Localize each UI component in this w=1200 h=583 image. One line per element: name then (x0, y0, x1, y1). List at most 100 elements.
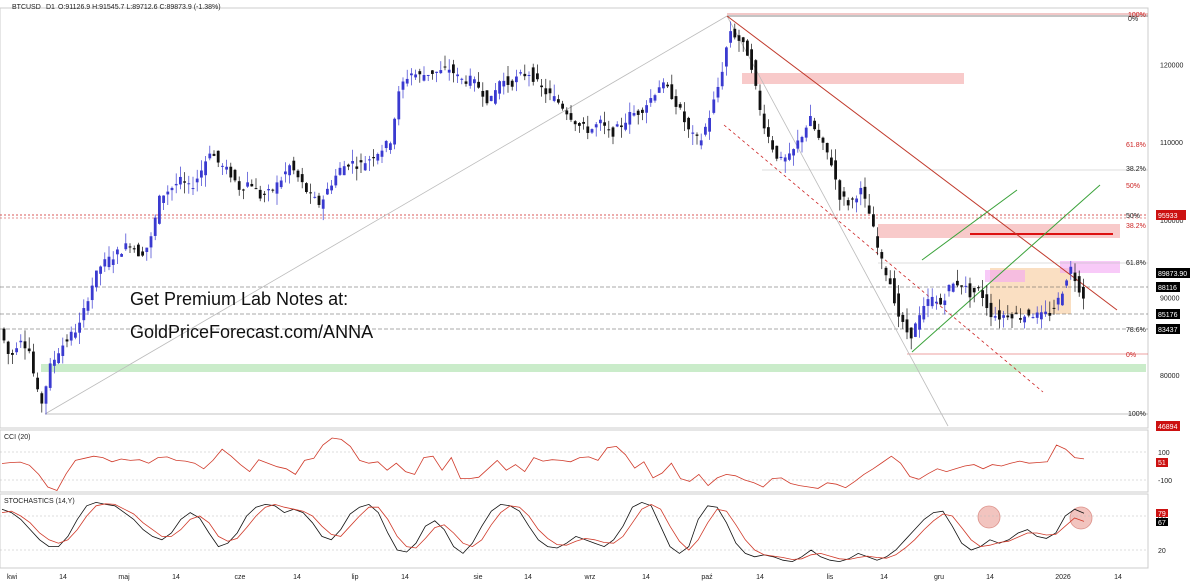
long-trendline (44, 15, 728, 415)
candle-body (11, 352, 14, 355)
x-tick-label-16: gru (934, 574, 944, 581)
candle-body (809, 116, 812, 127)
candle-body (384, 140, 388, 149)
cci-level-minus100-label: -100 (1158, 478, 1172, 485)
candle-body (939, 297, 942, 305)
candle-body (653, 95, 657, 101)
candle-body (158, 195, 161, 224)
candle-body (519, 72, 522, 74)
candle-body (128, 246, 132, 248)
main-panel-frame (0, 7, 1149, 429)
candle-body (32, 351, 35, 374)
candle-body (1044, 311, 1047, 314)
candle-body (603, 122, 606, 126)
candle-body (523, 73, 527, 77)
candle-body (817, 129, 821, 138)
candle-body (1002, 315, 1005, 318)
candle-body (284, 171, 287, 175)
candle-body (804, 127, 808, 138)
candle-body (355, 166, 359, 169)
candle-body (552, 96, 556, 101)
candle-body (771, 140, 774, 150)
candle-body (897, 293, 900, 317)
candle-body (960, 285, 963, 287)
candle-body (704, 126, 707, 135)
candle-body (86, 301, 90, 311)
candle-body (905, 319, 909, 333)
candle-body (195, 178, 199, 183)
candle-body (767, 127, 770, 137)
badge-46894 (1156, 421, 1180, 431)
candle-body (342, 166, 346, 176)
candle-body (405, 78, 409, 84)
candle-body (95, 270, 98, 288)
candle-body (414, 74, 417, 78)
y-axis-ticks: 80000 90000 100000 110000 120000 (1160, 62, 1183, 380)
support-zone (41, 364, 1146, 372)
candle-body (930, 296, 934, 307)
decline-fan-line (726, 15, 949, 427)
badge-89873-text: 89873.90 (1158, 271, 1187, 278)
candle-body (506, 76, 510, 85)
candle-body (74, 332, 77, 338)
badge-89873 (1156, 268, 1190, 278)
y-tick-label-4: 120000 (1160, 62, 1183, 69)
candle-body (477, 81, 480, 88)
candle-body (762, 113, 766, 129)
candle-body (914, 323, 917, 337)
candle-body (99, 266, 102, 274)
candle-body (216, 150, 220, 163)
x-axis-ticks: kwi 14 maj 14 cze 14 lip 14 sie 14 wrz 14 paź 14 lis 14… (7, 574, 1122, 581)
candle-body (851, 198, 854, 200)
y-tick-label-0: 80000 (1160, 373, 1180, 380)
candle-body (468, 75, 472, 86)
stochastic-k-line (1, 501, 1085, 563)
candle-body (431, 70, 434, 74)
candle-body (557, 99, 560, 103)
candle-body (951, 283, 955, 292)
candle-body (494, 90, 497, 104)
candle-body (229, 166, 233, 178)
candle-body (783, 157, 787, 162)
candle-body (683, 111, 686, 123)
candle-body (6, 341, 10, 354)
candle-body (956, 280, 959, 286)
candle-body (246, 182, 249, 187)
x-tick-label-11: 14 (642, 574, 650, 581)
candle-body (2, 328, 6, 341)
x-tick-label-5: 14 (293, 574, 301, 581)
candle-body (212, 153, 216, 156)
candle-body (90, 285, 94, 301)
candle-body (859, 187, 863, 195)
candle-body (548, 88, 552, 94)
candle-body (120, 253, 123, 257)
candle-body (943, 300, 947, 306)
candle-body (69, 331, 73, 341)
candle-body (1010, 314, 1014, 319)
stoch-d-text: 67 (1158, 520, 1166, 527)
candle-body (594, 124, 598, 128)
y-tick-label-3: 110000 (1160, 140, 1183, 147)
candle-body (145, 247, 149, 253)
candle-body (754, 60, 758, 86)
candle-body (439, 70, 443, 74)
candle-body (893, 278, 896, 304)
candle-body (993, 316, 997, 318)
candle-body (666, 84, 669, 87)
candle-body (708, 117, 711, 132)
candle-body (842, 191, 846, 197)
candle-body (78, 322, 81, 333)
badge-88116-text: 88116 (1158, 285, 1177, 292)
candle-body (867, 205, 871, 214)
candle-body (296, 170, 300, 178)
candle-body (624, 122, 627, 130)
candle-body (267, 189, 270, 191)
candle-body (678, 104, 682, 108)
candle-body (183, 181, 186, 183)
stochastic-d-line (1, 503, 1085, 560)
candle-body (44, 386, 48, 404)
candle-body (628, 111, 632, 125)
candle-body (712, 99, 716, 113)
candle-body (187, 183, 191, 185)
